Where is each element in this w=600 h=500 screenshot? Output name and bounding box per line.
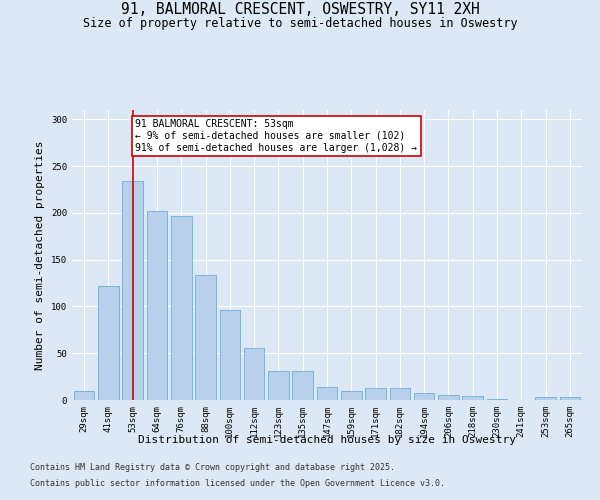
Bar — [535, 397, 556, 400]
Bar — [487, 399, 508, 400]
Text: 91, BALMORAL CRESCENT, OSWESTRY, SY11 2XH: 91, BALMORAL CRESCENT, OSWESTRY, SY11 2X… — [121, 2, 479, 18]
Bar — [195, 274, 216, 400]
Text: Contains public sector information licensed under the Open Government Licence v3: Contains public sector information licen… — [30, 478, 445, 488]
Bar — [171, 216, 191, 400]
Text: Size of property relative to semi-detached houses in Oswestry: Size of property relative to semi-detach… — [83, 18, 517, 30]
Bar — [98, 286, 119, 400]
Bar — [560, 397, 580, 400]
Bar — [341, 390, 362, 400]
Bar — [268, 371, 289, 400]
Bar — [220, 310, 240, 400]
Bar — [389, 388, 410, 400]
Bar — [74, 390, 94, 400]
Bar — [317, 387, 337, 400]
Text: Distribution of semi-detached houses by size in Oswestry: Distribution of semi-detached houses by … — [138, 435, 516, 445]
Bar — [146, 211, 167, 400]
Bar — [292, 371, 313, 400]
Bar — [122, 181, 143, 400]
Bar — [438, 396, 459, 400]
Y-axis label: Number of semi-detached properties: Number of semi-detached properties — [35, 140, 46, 370]
Bar — [244, 348, 265, 400]
Bar — [414, 392, 434, 400]
Bar — [463, 396, 483, 400]
Text: Contains HM Land Registry data © Crown copyright and database right 2025.: Contains HM Land Registry data © Crown c… — [30, 464, 395, 472]
Bar — [365, 388, 386, 400]
Text: 91 BALMORAL CRESCENT: 53sqm
← 9% of semi-detached houses are smaller (102)
91% o: 91 BALMORAL CRESCENT: 53sqm ← 9% of semi… — [135, 120, 417, 152]
